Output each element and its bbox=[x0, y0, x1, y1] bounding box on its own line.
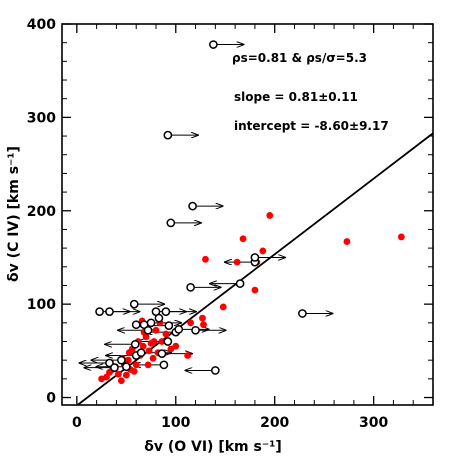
data-point-open bbox=[161, 307, 171, 316]
y-tick-label: 100 bbox=[27, 297, 56, 313]
data-point-open bbox=[250, 253, 260, 262]
data-point-open bbox=[191, 325, 200, 335]
data-point-open bbox=[130, 339, 140, 349]
plot-frame bbox=[61, 23, 434, 406]
data-point-filled bbox=[139, 342, 147, 350]
data-point-open bbox=[210, 366, 220, 375]
data-point-open bbox=[157, 349, 167, 358]
data-point-open bbox=[117, 355, 126, 365]
data-point-filled bbox=[149, 354, 157, 362]
data-point-filled bbox=[187, 319, 195, 327]
data-point-open bbox=[154, 313, 164, 323]
data-point-open bbox=[136, 348, 146, 358]
data-point-filled bbox=[117, 377, 125, 385]
y-axis-title: δv (C IV) [km s⁻¹] bbox=[6, 146, 22, 282]
data-point-filled bbox=[251, 286, 259, 294]
data-point-open bbox=[235, 279, 245, 288]
y-tick-label: 0 bbox=[46, 391, 56, 407]
data-point-filled bbox=[397, 233, 405, 241]
data-point-open bbox=[159, 360, 169, 370]
data-point-filled bbox=[142, 333, 150, 341]
data-point-open bbox=[131, 320, 141, 330]
y-tick-label: 200 bbox=[27, 204, 56, 220]
data-point-open bbox=[146, 318, 156, 328]
data-point-filled bbox=[162, 330, 170, 338]
data-point-open bbox=[188, 201, 197, 211]
y-tick-label: 400 bbox=[27, 17, 56, 33]
data-point-filled bbox=[158, 338, 166, 345]
y-tick-label: 300 bbox=[27, 110, 56, 126]
x-tick-label: 300 bbox=[359, 415, 388, 431]
data-point-open bbox=[95, 307, 104, 316]
data-point-filled bbox=[343, 238, 351, 245]
data-point-filled bbox=[172, 342, 180, 350]
data-point-filled bbox=[200, 321, 207, 329]
data-points-layer bbox=[95, 40, 405, 385]
data-point-open bbox=[209, 40, 218, 49]
data-point-filled bbox=[152, 326, 160, 334]
data-point-filled bbox=[167, 345, 175, 353]
x-tick-label: 100 bbox=[161, 415, 190, 431]
annotation-rho: ρs=0.81 & ρs/σ=5.3 bbox=[232, 51, 367, 65]
data-point-open bbox=[166, 218, 176, 228]
data-point-open bbox=[163, 337, 173, 346]
data-point-filled bbox=[266, 212, 274, 219]
annotation-intercept: intercept = -8.60±9.17 bbox=[234, 119, 389, 133]
data-point-filled bbox=[150, 338, 158, 345]
data-point-open bbox=[143, 325, 153, 335]
data-point-filled bbox=[259, 247, 267, 255]
data-point-filled bbox=[122, 371, 130, 379]
x-axis-title: δv (O VI) [km s⁻¹] bbox=[144, 439, 282, 455]
data-point-open bbox=[129, 299, 139, 309]
fit-line-layer bbox=[77, 132, 434, 406]
data-point-open bbox=[110, 363, 119, 372]
data-point-open bbox=[164, 321, 174, 330]
data-point-open bbox=[105, 307, 114, 316]
x-tick-label: 200 bbox=[260, 415, 289, 431]
data-point-filled bbox=[233, 258, 241, 266]
data-point-open bbox=[163, 130, 173, 140]
axes-layer: 0 100 200 300 0 100 200 300 400 bbox=[27, 17, 434, 431]
data-point-open bbox=[121, 362, 131, 372]
data-point-filled bbox=[130, 367, 138, 375]
data-point-filled bbox=[114, 370, 122, 378]
data-point-filled bbox=[219, 303, 227, 311]
data-point-filled bbox=[239, 235, 247, 243]
data-point-open bbox=[186, 282, 195, 292]
annotation-slope: slope = 0.81±0.11 bbox=[234, 90, 358, 104]
data-point-filled bbox=[199, 314, 206, 322]
data-point-filled bbox=[145, 347, 153, 355]
data-point-filled bbox=[132, 361, 140, 369]
data-point-filled bbox=[202, 255, 209, 263]
data-point-open bbox=[174, 325, 184, 334]
x-tick-label: 0 bbox=[72, 415, 82, 431]
data-point-open bbox=[298, 309, 307, 318]
fit-line bbox=[77, 132, 434, 406]
data-point-filled bbox=[144, 361, 152, 369]
data-point-filled bbox=[124, 356, 132, 364]
data-point-filled bbox=[184, 352, 192, 359]
